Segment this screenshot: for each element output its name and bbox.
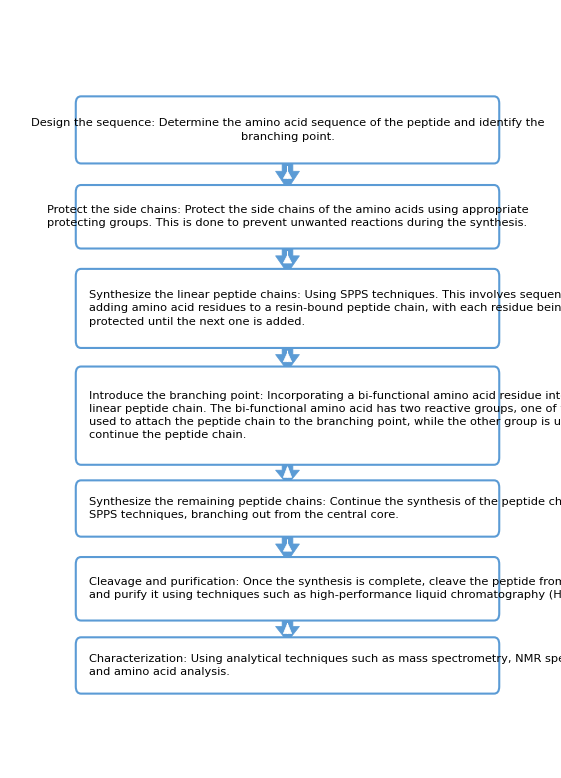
Text: Protect the side chains: Protect the side chains of the amino acids using approp: Protect the side chains: Protect the sid… [47,205,528,229]
Polygon shape [283,467,292,478]
Text: Synthesize the linear peptide chains: Using SPPS techniques. This involves seque: Synthesize the linear peptide chains: Us… [89,290,561,327]
Polygon shape [275,461,300,485]
Polygon shape [275,244,300,273]
Polygon shape [283,251,292,263]
Text: Synthesize the remaining peptide chains: Continue the synthesis of the peptide c: Synthesize the remaining peptide chains:… [89,497,561,520]
Polygon shape [283,623,292,633]
FancyBboxPatch shape [76,96,499,163]
Text: Cleavage and purification: Once the synthesis is complete, cleave the peptide fr: Cleavage and purification: Once the synt… [89,577,561,601]
Text: Characterization: Using analytical techniques such as mass spectrometry, NMR spe: Characterization: Using analytical techn… [89,654,561,677]
FancyBboxPatch shape [76,269,499,348]
FancyBboxPatch shape [76,557,499,621]
Polygon shape [275,344,300,371]
FancyBboxPatch shape [76,185,499,248]
Polygon shape [283,351,292,362]
Text: Introduce the branching point: Incorporating a bi-functional amino acid residue : Introduce the branching point: Incorpora… [89,391,561,440]
Polygon shape [275,616,300,642]
Text: Design the sequence: Determine the amino acid sequence of the peptide and identi: Design the sequence: Determine the amino… [31,118,544,142]
Polygon shape [283,166,292,178]
Polygon shape [283,540,292,551]
FancyBboxPatch shape [76,366,499,464]
Polygon shape [275,532,300,561]
Polygon shape [275,159,300,189]
FancyBboxPatch shape [76,637,499,694]
FancyBboxPatch shape [76,480,499,537]
